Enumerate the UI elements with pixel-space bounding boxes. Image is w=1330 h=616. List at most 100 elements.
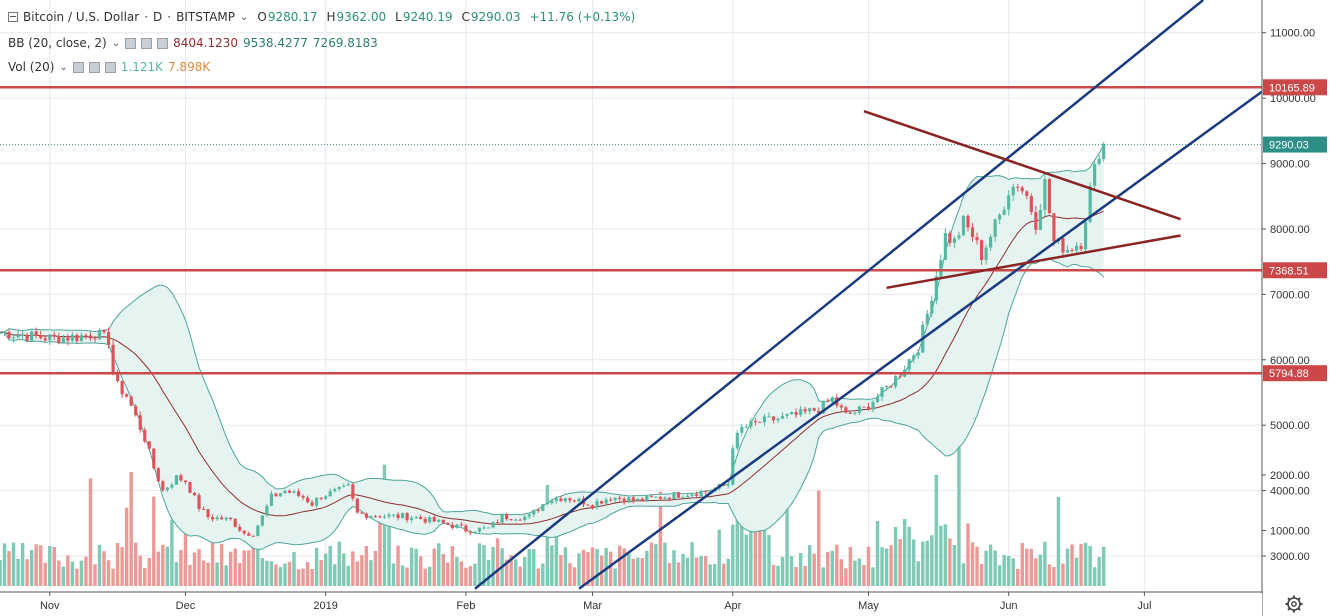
candle-body <box>419 517 423 520</box>
x-tick-label: Jul <box>1137 600 1151 612</box>
volume-bar <box>550 545 554 586</box>
close-icon[interactable] <box>157 37 169 49</box>
volume-bar <box>816 490 821 586</box>
candle-body <box>789 412 794 415</box>
candle-body <box>1070 250 1074 252</box>
volume-bar <box>1052 566 1056 586</box>
volume-bar <box>961 563 966 586</box>
chevron-down-icon[interactable]: ⌄ <box>59 61 68 73</box>
volume-bar <box>228 551 233 586</box>
candle-body <box>1079 245 1083 250</box>
vol-label[interactable]: Vol (20) <box>8 60 55 74</box>
volume-bar <box>988 544 993 586</box>
drawings <box>0 0 1263 590</box>
y-tick-label: 5000.00 <box>1270 420 1310 432</box>
x-axis-gutter <box>0 593 1262 616</box>
candle-body <box>11 337 16 339</box>
y-tick-label: 4000.00 <box>1270 486 1310 498</box>
volume-bar <box>197 549 201 586</box>
candle-body <box>826 400 830 402</box>
candle-body <box>889 385 893 387</box>
candle-body <box>278 493 283 497</box>
candle-body <box>1084 221 1088 250</box>
volume-bar <box>314 547 319 586</box>
candle-body <box>324 496 328 499</box>
candle-body <box>563 498 567 502</box>
interval-label[interactable]: D <box>153 10 163 24</box>
volume-bar <box>38 545 43 586</box>
candle-body <box>16 335 20 338</box>
volume-bar <box>617 545 622 586</box>
candle-body <box>310 502 314 506</box>
volume-bar <box>654 544 658 586</box>
candle-body <box>206 509 210 517</box>
volume-bar <box>79 560 84 586</box>
close-icon[interactable] <box>104 61 116 73</box>
volume-bar <box>396 545 400 586</box>
volume-bar <box>486 559 491 586</box>
candle-body <box>1102 143 1106 159</box>
candle-body <box>699 490 703 496</box>
chevron-down-icon[interactable]: ⌄ <box>240 11 249 23</box>
candle-body <box>43 338 47 341</box>
candle-body <box>215 517 219 520</box>
candle-body <box>61 337 65 344</box>
volume-bar <box>685 557 690 586</box>
gear-icon[interactable] <box>1284 594 1304 614</box>
candle-body <box>866 406 871 410</box>
settings-icon[interactable] <box>141 37 153 49</box>
candle-body <box>378 516 382 518</box>
candle-body <box>1025 191 1029 197</box>
volume-bar <box>34 544 38 586</box>
candle-body <box>93 338 97 340</box>
bb-label[interactable]: BB (20, close, 2) <box>8 36 107 50</box>
volume-bar <box>636 557 640 586</box>
exchange-label[interactable]: BITSTAMP <box>176 10 236 24</box>
candle-body <box>912 355 916 360</box>
volume-bar <box>459 561 464 586</box>
candle-body <box>179 475 183 481</box>
candle-body <box>654 496 658 498</box>
symbol-title[interactable]: Bitcoin / U.S. Dollar <box>23 10 140 24</box>
bb-upper-value: 9538.4277 <box>243 36 308 50</box>
low-label: L <box>395 10 402 24</box>
candle-body <box>369 516 373 518</box>
candle-body <box>998 214 1002 220</box>
eye-icon[interactable] <box>125 37 137 49</box>
candle-body <box>34 331 38 336</box>
volume-bar <box>106 560 111 586</box>
candle-body <box>274 493 278 497</box>
candle-body <box>251 535 255 537</box>
volume-bar <box>102 551 106 586</box>
volume-bar <box>672 550 676 586</box>
candle-body <box>989 236 993 248</box>
candle-body <box>102 330 106 333</box>
y-axis-ticks[interactable]: 3000.00 4000.00 5000.00 6000.00 7000.00 8000.… <box>1262 0 1330 616</box>
x-axis-ticks[interactable]: Nov Dec 2019 Feb Mar Apr May Jun Jul <box>0 592 1262 616</box>
volume-bar <box>939 525 943 586</box>
candle-body <box>907 359 911 370</box>
volume-bar <box>120 547 124 586</box>
volume-bar <box>681 553 685 586</box>
x-tick-label: May <box>858 600 879 612</box>
candle-body <box>229 517 233 519</box>
bb-lower-value: 7269.8183 <box>312 36 378 50</box>
collapse-icon[interactable] <box>8 12 18 22</box>
candle-body <box>432 517 436 522</box>
candle-body <box>957 235 961 239</box>
volume-bar <box>699 556 703 586</box>
candle-body <box>1011 186 1015 196</box>
volume-bar <box>1101 546 1106 586</box>
y-tick-label: 3000.00 <box>1270 551 1310 563</box>
settings-icon[interactable] <box>88 61 100 73</box>
volume-bar <box>66 555 70 586</box>
candle-body <box>817 410 821 414</box>
volume-bar <box>43 562 47 586</box>
volume-bar <box>1083 542 1088 586</box>
chevron-down-icon[interactable]: ⌄ <box>111 37 121 49</box>
low-value: 9240.19 <box>402 10 453 24</box>
eye-icon[interactable] <box>72 61 84 73</box>
volume-bar <box>400 565 405 586</box>
candle-body <box>586 504 590 506</box>
